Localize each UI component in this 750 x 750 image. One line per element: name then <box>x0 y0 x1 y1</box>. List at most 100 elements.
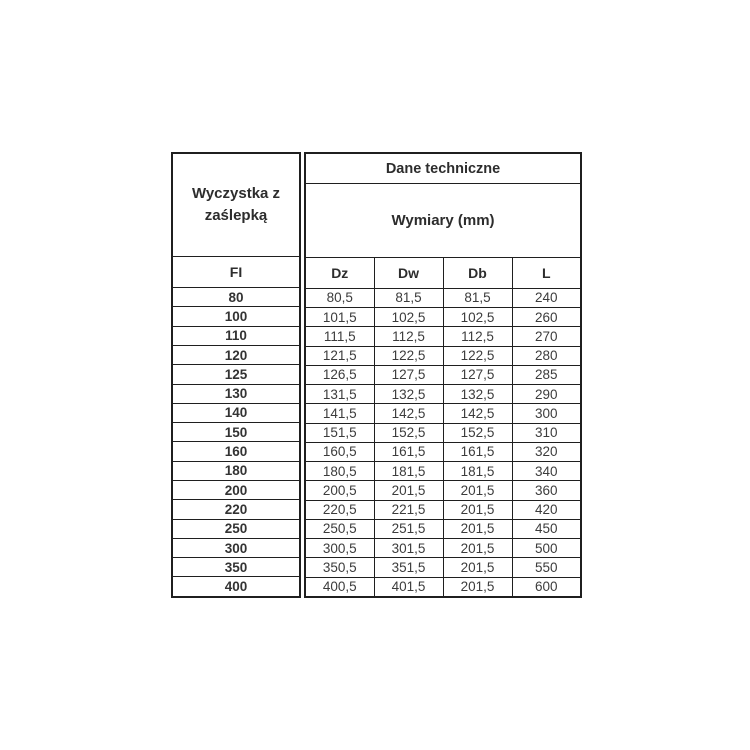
fi-value-cell: 160 <box>171 441 301 462</box>
value-cell: 181,5 <box>442 461 513 482</box>
table-row: 151,5 152,5 152,5 310 <box>304 422 582 443</box>
value-cell: 152,5 <box>373 422 444 443</box>
fi-row: 350 <box>171 557 301 578</box>
fi-row: 125 <box>171 364 301 385</box>
value-cell: 81,5 <box>373 287 444 309</box>
value-cell: 111,5 <box>304 326 375 347</box>
value-cell: 160,5 <box>304 441 375 463</box>
value-cell: 121,5 <box>304 345 375 366</box>
fi-value-cell: 350 <box>171 557 301 578</box>
value-cell: 350,5 <box>304 557 375 578</box>
fi-value-cell: 180 <box>171 460 301 481</box>
value-cell: 300,5 <box>304 538 375 559</box>
value-cell: 101,5 <box>304 307 375 328</box>
value-cell: 142,5 <box>442 403 513 424</box>
value-cell: 201,5 <box>442 576 513 598</box>
fi-row: 300 <box>171 537 301 559</box>
value-cell: 142,5 <box>373 403 444 424</box>
value-cell: 320 <box>511 441 582 463</box>
value-cell: 450 <box>511 518 582 540</box>
value-cell: 161,5 <box>442 441 513 463</box>
value-cell: 122,5 <box>442 345 513 366</box>
value-cell: 201,5 <box>373 480 444 501</box>
fi-row: 80 <box>171 287 301 308</box>
value-cell: 600 <box>511 576 582 598</box>
column-header-row: Dz Dw Db L <box>304 256 582 289</box>
value-cell: 132,5 <box>373 384 444 405</box>
value-cell: 550 <box>511 557 582 578</box>
fi-row: 120 <box>171 344 301 366</box>
column-header-dw: Dw <box>373 256 444 289</box>
value-cell: 80,5 <box>304 287 375 309</box>
value-cell: 351,5 <box>373 557 444 578</box>
table-row: 200,5 201,5 201,5 360 <box>304 480 582 501</box>
value-cell: 290 <box>511 384 582 405</box>
value-cell: 400,5 <box>304 576 375 598</box>
fi-row: 400 <box>171 576 301 598</box>
value-cell: 500 <box>511 538 582 559</box>
table-row: 350,5 351,5 201,5 550 <box>304 557 582 578</box>
value-cell: 221,5 <box>373 499 444 520</box>
value-cell: 102,5 <box>373 307 444 328</box>
value-cell: 152,5 <box>442 422 513 443</box>
table-row: 101,5 102,5 102,5 260 <box>304 307 582 328</box>
fi-value-cell: 140 <box>171 402 301 424</box>
value-cell: 301,5 <box>373 538 444 559</box>
column-header-dz: Dz <box>304 256 375 289</box>
fi-row: 160 <box>171 441 301 462</box>
fi-value-cell: 150 <box>171 422 301 443</box>
corner-row: Wyczystka z zaślepką <box>171 152 301 257</box>
value-cell: 270 <box>511 326 582 347</box>
value-cell: 141,5 <box>304 403 375 424</box>
value-cell: 300 <box>511 403 582 424</box>
value-cell: 310 <box>511 422 582 443</box>
value-cell: 161,5 <box>373 441 444 463</box>
value-cell: 201,5 <box>442 518 513 540</box>
value-cell: 250,5 <box>304 518 375 540</box>
fi-value-cell: 250 <box>171 518 301 539</box>
table-row: 160,5 161,5 161,5 320 <box>304 441 582 463</box>
fi-value-cell: 300 <box>171 537 301 559</box>
value-cell: 122,5 <box>373 345 444 366</box>
value-cell: 201,5 <box>442 538 513 559</box>
value-cell: 131,5 <box>304 384 375 405</box>
fi-value-cell: 200 <box>171 479 301 501</box>
dim-rows: 80,5 81,5 81,5 240 101,5 102,5 102,5 260 111,5 11… <box>304 287 582 598</box>
table-row: 111,5 112,5 112,5 270 <box>304 326 582 347</box>
table-row: 126,5 127,5 127,5 285 <box>304 364 582 386</box>
value-cell: 201,5 <box>442 557 513 578</box>
value-cell: 201,5 <box>442 480 513 501</box>
value-cell: 127,5 <box>442 364 513 386</box>
fi-value-cell: 220 <box>171 499 301 520</box>
value-cell: 102,5 <box>442 307 513 328</box>
fi-header-row: FI <box>171 255 301 289</box>
value-cell: 401,5 <box>373 576 444 598</box>
column-header-l: L <box>511 256 582 289</box>
value-cell: 260 <box>511 307 582 328</box>
fi-row: 200 <box>171 479 301 501</box>
value-cell: 132,5 <box>442 384 513 405</box>
value-cell: 251,5 <box>373 518 444 540</box>
fi-value-cell: 120 <box>171 344 301 366</box>
sub-header: Wymiary (mm) <box>304 183 582 258</box>
fi-row: 100 <box>171 306 301 327</box>
table-row: 121,5 122,5 122,5 280 <box>304 345 582 366</box>
table-row: 250,5 251,5 201,5 450 <box>304 518 582 540</box>
fi-value-cell: 130 <box>171 383 301 404</box>
fi-value-cell: 80 <box>171 287 301 308</box>
group-header: Dane techniczne <box>304 152 582 185</box>
fi-value-cell: 110 <box>171 325 301 346</box>
value-cell: 420 <box>511 499 582 520</box>
sub-header-row: Wymiary (mm) <box>304 183 582 258</box>
fi-row: 140 <box>171 402 301 424</box>
table-row: 400,5 401,5 201,5 600 <box>304 576 582 598</box>
value-cell: 360 <box>511 480 582 501</box>
table-row: 80,5 81,5 81,5 240 <box>304 287 582 309</box>
value-cell: 220,5 <box>304 499 375 520</box>
value-cell: 181,5 <box>373 461 444 482</box>
fi-row: 220 <box>171 499 301 520</box>
value-cell: 81,5 <box>442 287 513 309</box>
fi-value-cell: 100 <box>171 306 301 327</box>
value-cell: 126,5 <box>304 364 375 386</box>
fi-row: 110 <box>171 325 301 346</box>
